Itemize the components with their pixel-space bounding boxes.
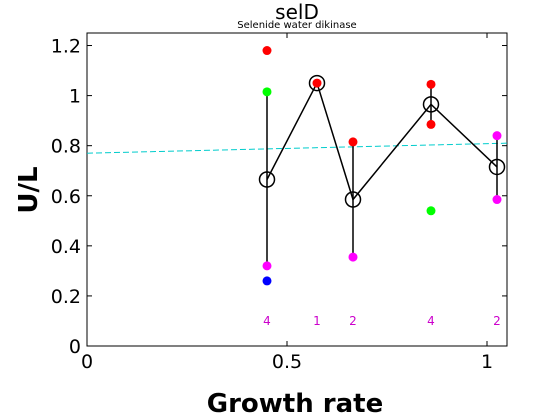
trend-layer — [86, 142, 508, 154]
plot-area — [86, 32, 508, 347]
y-axis-label: U/L — [14, 166, 44, 213]
trend-line — [86, 142, 508, 154]
data-point — [262, 276, 272, 286]
count-label: 4 — [427, 314, 435, 328]
x-tick-label: 1 — [481, 351, 493, 373]
data-point — [262, 261, 272, 271]
y-tick-label: 0 — [69, 336, 81, 358]
count-label: 2 — [349, 314, 357, 328]
data-point — [312, 78, 322, 88]
mean-marker — [308, 74, 326, 92]
count-label: 1 — [313, 314, 321, 328]
data-point — [262, 87, 272, 97]
x-tick-label: 0.5 — [272, 351, 302, 373]
y-tick-label: 1 — [69, 86, 81, 108]
mean-marker — [344, 191, 362, 208]
data-point — [262, 46, 272, 56]
chart-subtitle: Selenide water dikinase — [237, 20, 356, 31]
y-tick-label: 0.4 — [51, 236, 81, 258]
count-label: 2 — [493, 314, 501, 328]
y-tick-label: 0.2 — [51, 286, 81, 308]
count-label: 4 — [263, 314, 271, 328]
points-layer — [262, 46, 502, 286]
data-point — [426, 119, 436, 129]
mean-marker — [422, 96, 440, 113]
mean-marker — [258, 171, 276, 188]
data-point — [426, 79, 436, 89]
mean-layer — [258, 74, 506, 208]
y-tick-label: 0.6 — [51, 186, 81, 208]
mean-line — [266, 81, 498, 202]
data-point — [492, 131, 502, 141]
x-tick-label: 0 — [81, 351, 93, 373]
count-labels-layer: 4 1 2 4 2 — [263, 314, 501, 328]
data-point — [492, 195, 502, 205]
chart-title: selD — [275, 0, 319, 24]
y-tick-label: 1.2 — [51, 36, 81, 58]
data-point — [348, 137, 358, 147]
x-axis-label: Growth rate — [207, 389, 383, 419]
y-tick-label: 0.8 — [51, 136, 81, 158]
data-point — [348, 252, 358, 262]
y-axis-ticks: 0 0.2 0.4 0.6 0.8 1 1.2 — [51, 36, 507, 358]
x-axis-ticks: 0 0.5 1 — [81, 33, 493, 373]
mean-marker — [488, 158, 506, 176]
data-point — [426, 206, 436, 216]
